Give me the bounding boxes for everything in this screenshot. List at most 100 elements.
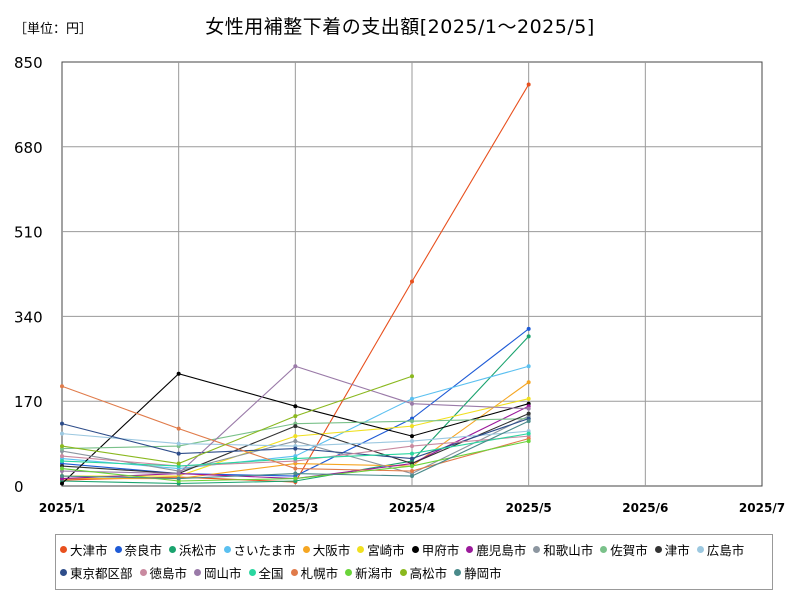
legend-label: さいたま市 (233, 543, 296, 558)
legend-label: 徳島市 (149, 566, 188, 581)
data-point (526, 82, 531, 87)
legend-label: 広島市 (706, 543, 745, 558)
legend-marker-icon (600, 546, 608, 553)
data-point (293, 456, 298, 461)
data-point (176, 461, 181, 466)
data-point (293, 434, 298, 439)
data-point (293, 476, 298, 481)
legend-item: 徳島市 (139, 561, 188, 584)
data-point (410, 456, 414, 461)
legend-marker-icon (169, 546, 177, 553)
data-point (293, 471, 298, 476)
legend-label: 大津市 (70, 543, 108, 558)
legend-item: 大阪市 (302, 538, 351, 561)
legend-item: 和歌山市 (533, 538, 593, 561)
y-tick-label: 340 (14, 308, 43, 326)
axes: 0 170 340 510 680 850 2025/1 2025/2 2025/3 2025/4… (14, 54, 785, 515)
data-point (293, 364, 298, 369)
legend-item: さいたま市 (223, 538, 296, 561)
y-tick-label: 0 (14, 478, 24, 496)
legend-item: 甲府市 (411, 538, 459, 561)
legend-label: 宮崎市 (367, 543, 405, 558)
legend-label: 津市 (664, 543, 690, 558)
legend-label: 東京都区部 (70, 566, 133, 581)
data-point (176, 476, 181, 481)
legend-label: 高松市 (409, 566, 448, 581)
data-point (410, 444, 414, 449)
legend-label: 静岡市 (464, 566, 502, 581)
legend-marker-icon (60, 546, 67, 553)
data-point (60, 459, 64, 464)
data-point (410, 279, 414, 284)
legend-marker-icon (696, 546, 704, 553)
data-point (410, 424, 414, 429)
data-point (293, 414, 298, 419)
data-point (410, 419, 414, 424)
x-tick-label: 2025/7 (739, 501, 785, 515)
series-line (61, 375, 413, 465)
legend-label: 和歌山市 (543, 543, 594, 558)
legend-item: 浜松市 (169, 538, 217, 561)
y-tick-label: 170 (14, 393, 43, 411)
data-point (526, 431, 531, 436)
legend-label: 大阪市 (312, 543, 351, 558)
y-tick-label: 510 (14, 224, 43, 242)
legend-marker-icon (345, 569, 353, 576)
legend-marker-icon (654, 546, 662, 553)
data-point (410, 469, 414, 474)
x-tick-label: 2025/2 (156, 501, 202, 515)
data-point (410, 374, 414, 379)
legend-label: 佐賀市 (610, 543, 648, 558)
series-lines (60, 82, 531, 486)
data-point (60, 444, 64, 449)
legend-marker-icon (302, 546, 310, 553)
data-point (60, 474, 64, 479)
legend-marker-icon (223, 546, 231, 553)
data-point (526, 334, 531, 339)
legend-label: 全国 (258, 566, 284, 581)
data-point (410, 401, 414, 406)
legend-item: 鹿児島市 (466, 538, 526, 561)
legend-label: 鹿児島市 (476, 543, 527, 558)
data-point (526, 406, 531, 411)
legend-item: 広島市 (696, 538, 745, 561)
legend-item: 新潟市 (345, 561, 393, 584)
data-point (176, 426, 181, 431)
data-point (176, 441, 181, 446)
legend-marker-icon (466, 546, 474, 553)
legend-item: 奈良市 (114, 538, 162, 561)
x-tick-label: 2025/3 (272, 501, 318, 515)
data-point (293, 446, 298, 451)
legend-label: 岡山市 (204, 566, 242, 581)
data-point (526, 396, 531, 401)
data-point (176, 451, 181, 456)
legend-marker-icon (194, 569, 202, 576)
legend-label: 新潟市 (355, 566, 393, 581)
legend-marker-icon (357, 546, 365, 553)
series-高松市 (60, 374, 414, 466)
data-point (526, 326, 531, 331)
data-point (293, 466, 298, 471)
data-point (410, 451, 414, 456)
legend-marker-icon (114, 546, 122, 553)
data-point (60, 384, 64, 389)
data-point (60, 421, 64, 426)
data-point (526, 439, 531, 444)
legend-label: 札幌市 (300, 566, 339, 581)
x-tick-label: 2025/4 (389, 501, 435, 515)
data-point (410, 464, 414, 469)
legend-label: 浜松市 (179, 543, 217, 558)
unit-label: ［単位：円］ (14, 22, 93, 37)
legend-item: 津市 (654, 538, 690, 561)
data-point (526, 411, 531, 416)
x-tick-label: 2025/5 (506, 501, 552, 515)
legend-marker-icon (290, 569, 298, 576)
x-tick-label: 2025/6 (622, 501, 668, 515)
legend-item: 宮崎市 (357, 538, 405, 561)
legend-item: 静岡市 (454, 561, 502, 584)
legend-marker-icon (60, 569, 67, 576)
legend-marker-icon (454, 569, 462, 576)
series-甲府市 (60, 371, 531, 486)
legend-marker-icon (533, 546, 541, 553)
